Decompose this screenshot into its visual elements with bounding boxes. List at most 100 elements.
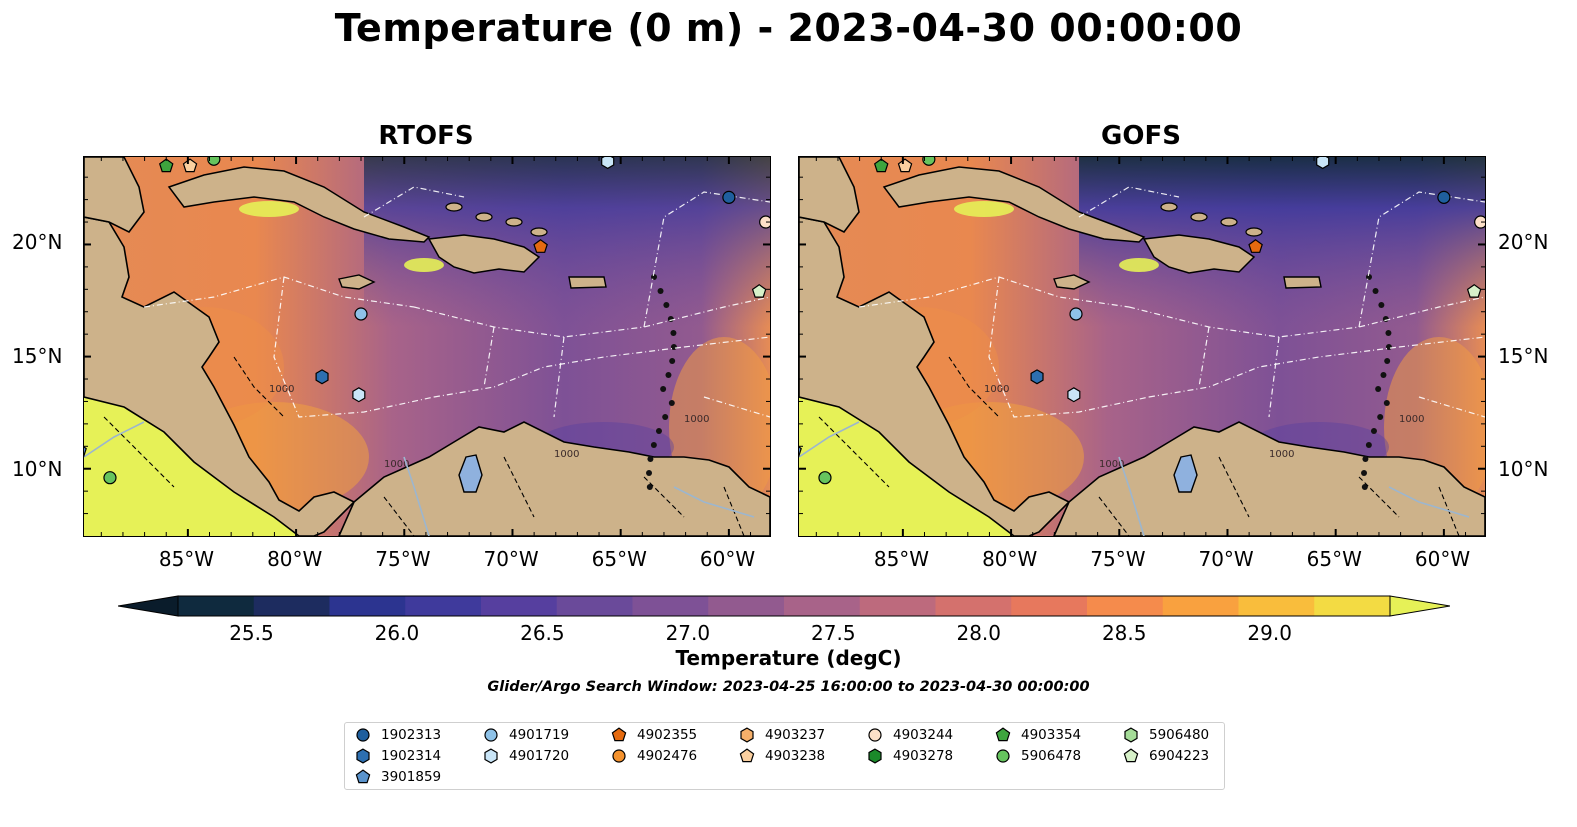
float-legend: 1902313 1902314 3901859 4901719 4901720 49023… [344, 722, 1225, 790]
bahamas-island [445, 202, 463, 212]
float-marker-4903244[interactable] [1474, 215, 1485, 229]
float-marker-4901720[interactable] [1316, 157, 1330, 170]
legend-item-3901859[interactable]: 3901859 [355, 769, 441, 785]
legend-symbol-4903244[interactable] [868, 728, 882, 742]
legend-item-4902476[interactable]: 4902476 [611, 748, 697, 764]
float-marker-1902313[interactable] [1437, 190, 1451, 204]
shelf-warm-water [404, 258, 444, 272]
legend-item-1902314[interactable]: 1902314 [355, 748, 441, 764]
float-marker-4901719[interactable] [1069, 307, 1083, 321]
bahamas-island [1190, 212, 1208, 222]
legend-symbol-5906480[interactable] [1124, 727, 1138, 743]
legend-symbol-4901719[interactable] [484, 728, 498, 742]
contour-label: 1000 [984, 384, 1009, 395]
panel-title-rtofs: RTOFS [378, 121, 474, 151]
contour-label: 1000 [684, 414, 709, 425]
legend-item-4903238[interactable]: 4903238 [739, 748, 825, 764]
float-marker-3901859[interactable] [799, 444, 802, 457]
legend-item-4902355[interactable]: 4902355 [611, 727, 697, 743]
antilles-island [1362, 456, 1369, 462]
float-marker-4902355[interactable] [1248, 239, 1263, 253]
legend-symbol-1902314[interactable] [356, 748, 370, 764]
lon-label-60W: 60°W [1414, 547, 1471, 571]
legend-symbol-4903278[interactable] [868, 748, 882, 764]
map-panel-gofs[interactable]: 1000 1000 1000 1000 [798, 156, 1486, 537]
float-marker-5906478[interactable] [103, 471, 117, 485]
float-marker-4903354[interactable] [873, 158, 889, 173]
float-marker-1902314[interactable] [1030, 369, 1044, 385]
legend-marker-pentagon-icon [611, 727, 627, 742]
legend-marker-hexagon-icon [484, 748, 498, 764]
legend-item-5906480[interactable]: 5906480 [1123, 727, 1209, 743]
float-marker-4903238[interactable] [182, 158, 198, 173]
float-marker-3901859[interactable] [84, 444, 87, 457]
map-panel-rtofs[interactable]: 1000 1000 1000 1000 [83, 156, 771, 537]
float-marker-4902355[interactable] [533, 239, 548, 253]
legend-symbol-4902476[interactable] [612, 749, 626, 763]
legend-item-4903237[interactable]: 4903237 [739, 727, 825, 743]
contour-label: 1000 [554, 449, 579, 460]
lon-label-60W: 60°W [699, 547, 756, 571]
map-canvas: 1000 1000 1000 1000 [799, 157, 1485, 536]
legend-symbol-5906478[interactable] [996, 749, 1010, 763]
eez-boundary [1268, 336, 1280, 418]
float-marker-4901719[interactable] [354, 307, 368, 321]
float-marker-4901720[interactable] [1067, 387, 1081, 403]
float-marker-4903244[interactable] [759, 215, 770, 229]
legend-marker-circle-icon [356, 728, 370, 742]
colorbar-segment [1162, 596, 1239, 616]
river [673, 486, 755, 518]
yucatan-land [799, 157, 860, 234]
antilles-island [667, 316, 674, 322]
legend-item-6904223[interactable]: 6904223 [1123, 748, 1209, 764]
colorbar-segment [1011, 596, 1088, 616]
legend-marker-circle-icon [484, 728, 498, 742]
float-marker-4903238[interactable] [897, 158, 913, 173]
antilles-island [668, 400, 675, 406]
colorbar-segment [1238, 596, 1315, 616]
float-marker-4903354[interactable] [158, 158, 174, 173]
float-marker-6904223[interactable] [751, 283, 767, 298]
jamaica-land [338, 274, 376, 290]
legend-item-4903278[interactable]: 4903278 [867, 748, 953, 764]
legend-symbol-4903237[interactable] [740, 727, 754, 743]
figure-title: Temperature (0 m) - 2023-04-30 00:00:00 [334, 6, 1243, 50]
colorbar-segment [784, 596, 861, 616]
country-border [948, 356, 1000, 418]
lake-maracaibo [1173, 454, 1198, 493]
legend-symbol-4901720[interactable] [484, 748, 498, 764]
legend-item-4903354[interactable]: 4903354 [995, 727, 1081, 743]
float-marker-6904223[interactable] [1466, 283, 1482, 298]
antilles-island [1361, 484, 1368, 490]
legend-symbol-6904223[interactable] [1123, 748, 1139, 763]
legend-symbol-4902355[interactable] [611, 727, 627, 742]
legend-marker-hexagon-icon [1124, 727, 1138, 743]
legend-item-1902313[interactable]: 1902313 [355, 727, 441, 743]
legend-symbol-4903238[interactable] [739, 748, 755, 763]
legend-label: 3901859 [381, 769, 442, 785]
legend-symbol-1902313[interactable] [356, 728, 370, 742]
legend-symbol-3901859[interactable] [355, 769, 371, 784]
cuba-land [882, 166, 1146, 243]
eez-boundary [1398, 336, 1485, 348]
float-marker-1902313[interactable] [722, 190, 736, 204]
float-marker-4901720[interactable] [352, 387, 366, 403]
river [403, 456, 430, 536]
contour-label: 1000 [1269, 449, 1294, 460]
legend-item-4901719[interactable]: 4901719 [483, 727, 569, 743]
float-marker-1902314[interactable] [315, 369, 329, 385]
eez-boundary [1078, 186, 1180, 218]
float-marker-5906478[interactable] [818, 471, 832, 485]
legend-label: 4902476 [637, 748, 698, 764]
legend-symbol-4903354[interactable] [995, 727, 1011, 742]
float-marker-5906478[interactable] [922, 157, 936, 166]
legend-item-4901720[interactable]: 4901720 [483, 748, 569, 764]
float-marker-4901720[interactable] [601, 157, 615, 170]
legend-item-4903244[interactable]: 4903244 [867, 727, 953, 743]
legend-item-5906478[interactable]: 5906478 [995, 748, 1081, 764]
colorbar-segment [1087, 596, 1164, 616]
antilles-island [1378, 302, 1385, 308]
country-border [233, 356, 285, 418]
eez-boundary [988, 276, 1150, 418]
float-marker-5906478[interactable] [207, 157, 221, 166]
